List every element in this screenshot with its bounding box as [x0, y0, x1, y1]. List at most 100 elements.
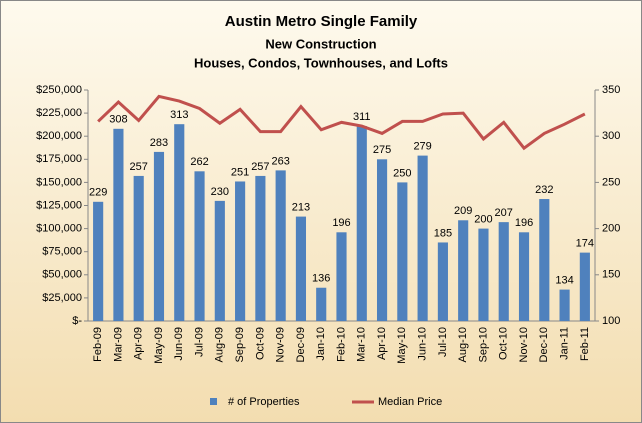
y-tick-label: $150,000: [36, 176, 82, 188]
bar: [417, 155, 428, 321]
bar: [376, 159, 388, 321]
x-tick-label: Nov-10: [518, 327, 530, 362]
y2-tick-label: 100: [602, 315, 620, 327]
bar: [397, 182, 408, 321]
bar: [133, 175, 144, 321]
y-tick-label: $125,000: [36, 199, 82, 211]
x-tick-label: Sep-09: [234, 327, 246, 362]
bar: [336, 232, 347, 321]
y-tick-label: $175,000: [36, 153, 82, 165]
y2-tick-label: 250: [602, 176, 620, 188]
bar: [518, 232, 530, 321]
data-label: 185: [434, 227, 452, 239]
bar: [316, 287, 327, 321]
bar: [275, 170, 286, 321]
data-label: 313: [170, 109, 188, 121]
x-tick-label: Aug-10: [457, 327, 469, 362]
y-tick-label: $100,000: [36, 223, 82, 235]
bar: [559, 289, 570, 321]
x-tick-label: Feb-10: [335, 327, 347, 362]
x-tick-label: Jan-10: [315, 327, 327, 361]
x-tick-label: Mar-10: [356, 327, 368, 362]
y-tick-label: $75,000: [42, 246, 82, 258]
bar: [539, 199, 550, 321]
data-label: 209: [454, 205, 472, 217]
data-label: 229: [89, 187, 107, 199]
bar: [255, 175, 266, 321]
bar: [295, 216, 307, 321]
bar: [498, 222, 509, 321]
x-tick-label: Jul-10: [437, 327, 449, 357]
y2-tick-label: 350: [602, 84, 620, 96]
bar: [93, 201, 104, 321]
data-label: 200: [474, 214, 492, 226]
bar: [174, 124, 185, 321]
x-tick-label: Feb-09: [92, 327, 104, 362]
y2-tick-label: 300: [602, 130, 620, 142]
x-tick-label: Dec-09: [295, 327, 307, 362]
bar: [458, 220, 469, 321]
x-tick-label: Feb-11: [579, 327, 591, 361]
x-tick-label: Sep-10: [477, 327, 489, 362]
data-label: 134: [555, 274, 573, 286]
data-label: 311: [353, 111, 371, 123]
x-tick-label: May-09: [153, 327, 165, 364]
bar: [437, 242, 448, 321]
bar: [214, 200, 225, 321]
legend-label: # of Properties: [228, 396, 300, 408]
bar: [153, 151, 165, 321]
bar: [579, 252, 590, 321]
data-label: 196: [332, 217, 350, 229]
x-tick-label: Jul-09: [193, 327, 205, 357]
y-tick-label: $50,000: [42, 269, 82, 281]
data-label: 263: [271, 155, 289, 167]
data-label: 257: [130, 161, 148, 173]
bar: [356, 126, 367, 321]
legend-swatch: [210, 398, 217, 405]
data-label: 275: [373, 144, 391, 156]
x-tick-label: Nov-09: [275, 327, 287, 362]
data-label: 283: [150, 137, 168, 149]
y-tick-label: $-: [72, 315, 82, 327]
bar: [194, 171, 205, 321]
x-tick-label: Mar-09: [112, 327, 124, 362]
bar: [235, 181, 246, 321]
data-label: 196: [515, 217, 533, 229]
x-tick-label: Dec-10: [538, 327, 550, 362]
x-tick-label: Jun-10: [417, 327, 429, 361]
data-label: 174: [576, 238, 594, 250]
legend-label: Median Price: [378, 396, 442, 408]
x-tick-label: Apr-10: [376, 327, 388, 360]
data-label: 230: [211, 186, 229, 198]
data-label: 213: [292, 201, 310, 213]
y2-tick-label: 150: [602, 269, 620, 281]
data-label: 308: [109, 114, 127, 126]
line: [97, 94, 586, 151]
x-tick-label: Jan-11: [558, 327, 570, 360]
data-label: 136: [312, 273, 330, 285]
y2-tick-label: 200: [602, 223, 620, 235]
chart-title: Austin Metro Single Family: [225, 13, 418, 30]
data-label: 250: [393, 167, 411, 179]
bar: [478, 228, 489, 321]
data-label: 257: [251, 161, 269, 173]
chart-subtitle: Houses, Condos, Townhouses, and Lofts: [194, 55, 448, 70]
x-tick-label: Aug-09: [214, 327, 226, 362]
x-tick-label: Apr-09: [133, 327, 145, 360]
data-label: 251: [231, 166, 249, 178]
data-label: 279: [413, 141, 431, 153]
data-label: 207: [495, 207, 513, 219]
x-tick-label: May-10: [396, 327, 408, 364]
data-label: 262: [190, 156, 208, 168]
y-tick-label: $200,000: [36, 130, 82, 142]
y-tick-label: $25,000: [42, 292, 82, 304]
chart-subtitle: New Construction: [265, 36, 376, 51]
x-tick-label: Jun-09: [173, 327, 185, 361]
bar: [113, 128, 124, 321]
x-tick-label: Oct-10: [498, 327, 510, 360]
y-tick-label: $250,000: [36, 84, 82, 96]
x-tick-label: Oct-09: [254, 327, 266, 360]
y-tick-label: $225,000: [36, 107, 82, 119]
